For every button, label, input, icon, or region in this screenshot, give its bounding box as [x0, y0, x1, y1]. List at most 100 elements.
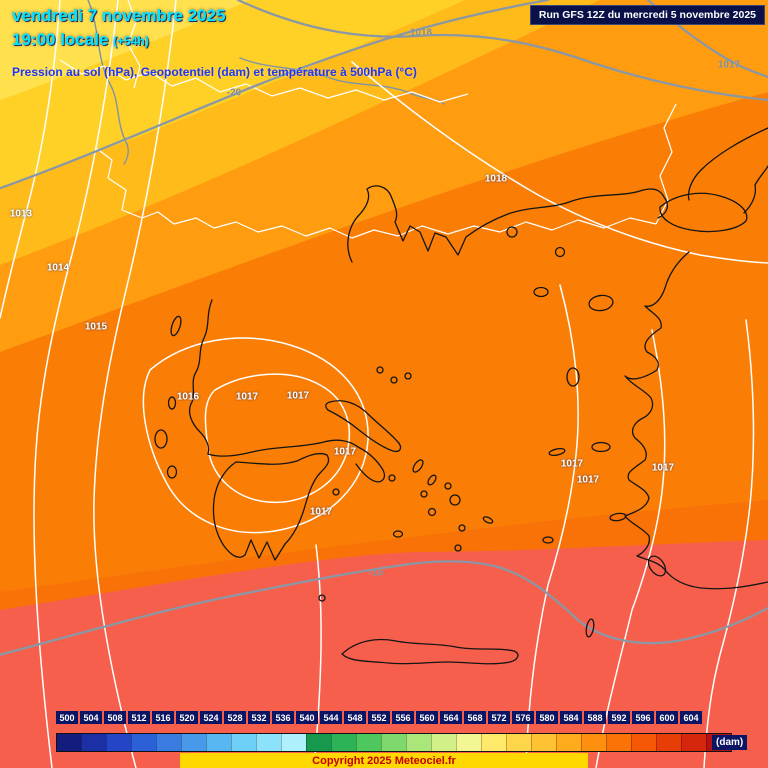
temperature-contours — [0, 0, 768, 656]
legend-color-cell — [681, 734, 706, 751]
legend-value: 576 — [512, 711, 534, 724]
legend-color-cell — [331, 734, 356, 751]
island-paros — [427, 507, 437, 517]
legend-color-cell — [131, 734, 156, 751]
legend-color-cell — [281, 734, 306, 751]
legend-value: 552 — [368, 711, 390, 724]
legend-value: 584 — [560, 711, 582, 724]
island-tinos — [427, 474, 437, 486]
legend-value: 520 — [176, 711, 198, 724]
legend-color-cell — [106, 734, 131, 751]
coast-north-aegean — [347, 185, 669, 263]
legend-color-cell — [456, 734, 481, 751]
island-ikaria — [548, 447, 566, 457]
coast-blacksea — [687, 127, 768, 201]
map-parameter-subtitle: Pression au sol (hPa), Geopotentiel (dam… — [12, 65, 417, 79]
island-skopelos — [390, 376, 398, 384]
legend-value: 604 — [680, 711, 702, 724]
header: vendredi 7 novembre 2025 19:00 locale (+… — [12, 4, 417, 79]
legend-color-cell — [431, 734, 456, 751]
legend-value: 504 — [80, 711, 102, 724]
legend-color-cell — [556, 734, 581, 751]
island-lefkada — [167, 396, 177, 410]
island-chios — [566, 367, 580, 387]
forecast-time-text: 19:00 locale — [12, 30, 109, 49]
island-corfu — [170, 315, 182, 337]
island-santorini — [454, 544, 462, 552]
legend-value: 540 — [296, 711, 318, 724]
island-limnos — [533, 286, 549, 298]
island-milos — [392, 530, 404, 538]
legend-value: 564 — [440, 711, 462, 724]
band-yellow-light — [0, 0, 250, 100]
legend-value: 556 — [392, 711, 414, 724]
legend-unit: (dam) — [712, 735, 748, 750]
country-borders — [59, 0, 677, 239]
legend-color-cell — [606, 734, 631, 751]
legend-value: 528 — [224, 711, 246, 724]
legend-value: 544 — [320, 711, 342, 724]
copyright-bar: Copyright 2025 Meteociel.fr — [180, 753, 588, 768]
legend-value: 580 — [536, 711, 558, 724]
island-kos — [609, 512, 627, 522]
legend-value: 500 — [56, 711, 78, 724]
island-lesbos — [588, 294, 614, 312]
legend-value: 548 — [344, 711, 366, 724]
run-info-box: Run GFS 12Z du mercredi 5 novembre 2025 — [529, 5, 765, 25]
legend-color-cell — [156, 734, 181, 751]
legend-color-cell — [256, 734, 281, 751]
island-zakynthos — [166, 465, 178, 479]
island-naxos — [449, 494, 461, 506]
forecast-time: 19:00 locale (+54h) — [12, 28, 417, 53]
island-rhodes — [647, 555, 667, 577]
coast-euboea — [325, 400, 402, 453]
legend-value: 524 — [200, 711, 222, 724]
coast-corinth-attica — [207, 439, 386, 483]
island-karpathos — [585, 618, 595, 638]
island-aegina — [332, 488, 340, 496]
legend-value: 508 — [104, 711, 126, 724]
coast-marmara — [659, 192, 748, 233]
legend-color-cell — [356, 734, 381, 751]
island-andros — [412, 459, 424, 473]
legend-value: 512 — [128, 711, 150, 724]
coast-crete — [341, 638, 519, 665]
legend-value: 516 — [152, 711, 174, 724]
legend-color-cell — [531, 734, 556, 751]
forecast-offset: (+54h) — [113, 34, 149, 48]
legend-color-cell — [506, 734, 531, 751]
legend-value: 592 — [608, 711, 630, 724]
coast-peloponnese — [212, 452, 330, 561]
legend-color-cell — [181, 734, 206, 751]
legend-color-cell — [581, 734, 606, 751]
legend-value: 536 — [272, 711, 294, 724]
legend-color-cell — [381, 734, 406, 751]
island-skiathos — [376, 366, 384, 374]
island-kefalonia — [154, 429, 168, 449]
legend-value-row: 500 504 508 512 516 520 524 528 532 536 540 544 548 5… — [56, 711, 702, 724]
island-kythera — [318, 594, 326, 602]
legend-color-cell — [481, 734, 506, 751]
island-syros — [420, 490, 428, 498]
legend-value: 596 — [632, 711, 654, 724]
legend-color-cell — [306, 734, 331, 751]
legend-color-cell — [206, 734, 231, 751]
forecast-date: vendredi 7 novembre 2025 — [12, 6, 226, 25]
island-thasos — [506, 226, 518, 238]
legend-color-cell — [406, 734, 431, 751]
legend-value: 560 — [416, 711, 438, 724]
legend-color-cell — [631, 734, 656, 751]
legend-value: 568 — [464, 711, 486, 724]
legend-value: 572 — [488, 711, 510, 724]
island-samothrace — [554, 246, 566, 258]
island-samos — [591, 441, 611, 453]
legend-value: 532 — [248, 711, 270, 724]
island-mykonos — [444, 482, 452, 490]
island-astypalea — [542, 536, 554, 544]
legend-value: 600 — [656, 711, 678, 724]
island-amorgos — [482, 516, 494, 524]
